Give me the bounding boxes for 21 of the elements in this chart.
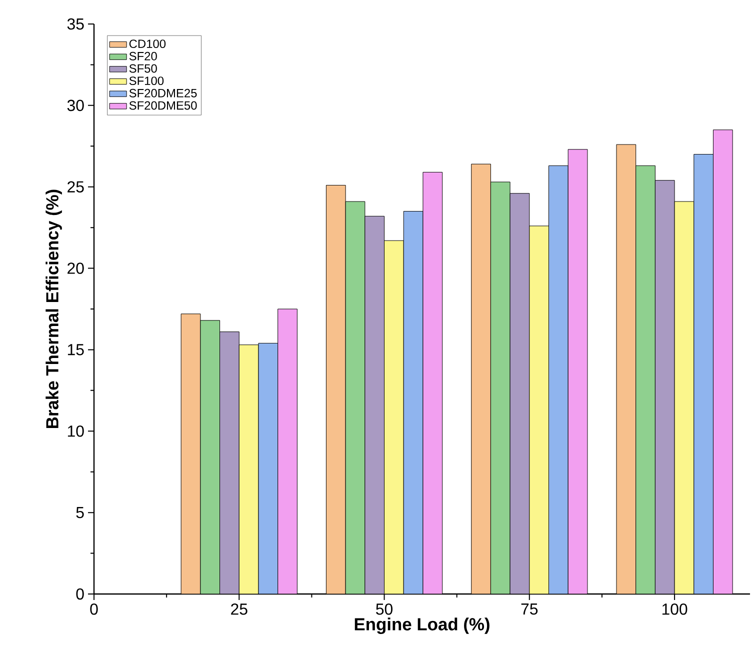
legend-label: SF20 — [129, 52, 157, 60]
y-axis-title: Brake Thermal Efficiency (%) — [46, 190, 62, 428]
x-tick-label: 50 — [376, 604, 392, 615]
y-tick-label: 10 — [68, 426, 84, 437]
x-axis-title: Engine Load (%) — [354, 618, 490, 634]
legend-label: SF50 — [129, 64, 157, 73]
y-tick-label: 35 — [67, 18, 84, 30]
x-tick-label: 25 — [231, 604, 248, 615]
y-tick-label: 15 — [68, 344, 84, 356]
y-tick-label: 25 — [68, 181, 84, 192]
y-tick-label: 0 — [76, 588, 84, 600]
y-tick-label: 20 — [68, 262, 84, 274]
x-tick-label: 75 — [521, 604, 538, 615]
legend-label: SF20DME50 — [129, 101, 197, 110]
legend-label: CD100 — [129, 40, 166, 48]
legend-label: SF100 — [129, 76, 164, 86]
x-tick-label: 100 — [662, 604, 688, 615]
legend-label: SF20DME25 — [129, 88, 197, 98]
y-tick-label: 5 — [76, 507, 84, 518]
x-tick-label: 0 — [90, 604, 98, 615]
y-tick-label: 30 — [67, 100, 84, 112]
